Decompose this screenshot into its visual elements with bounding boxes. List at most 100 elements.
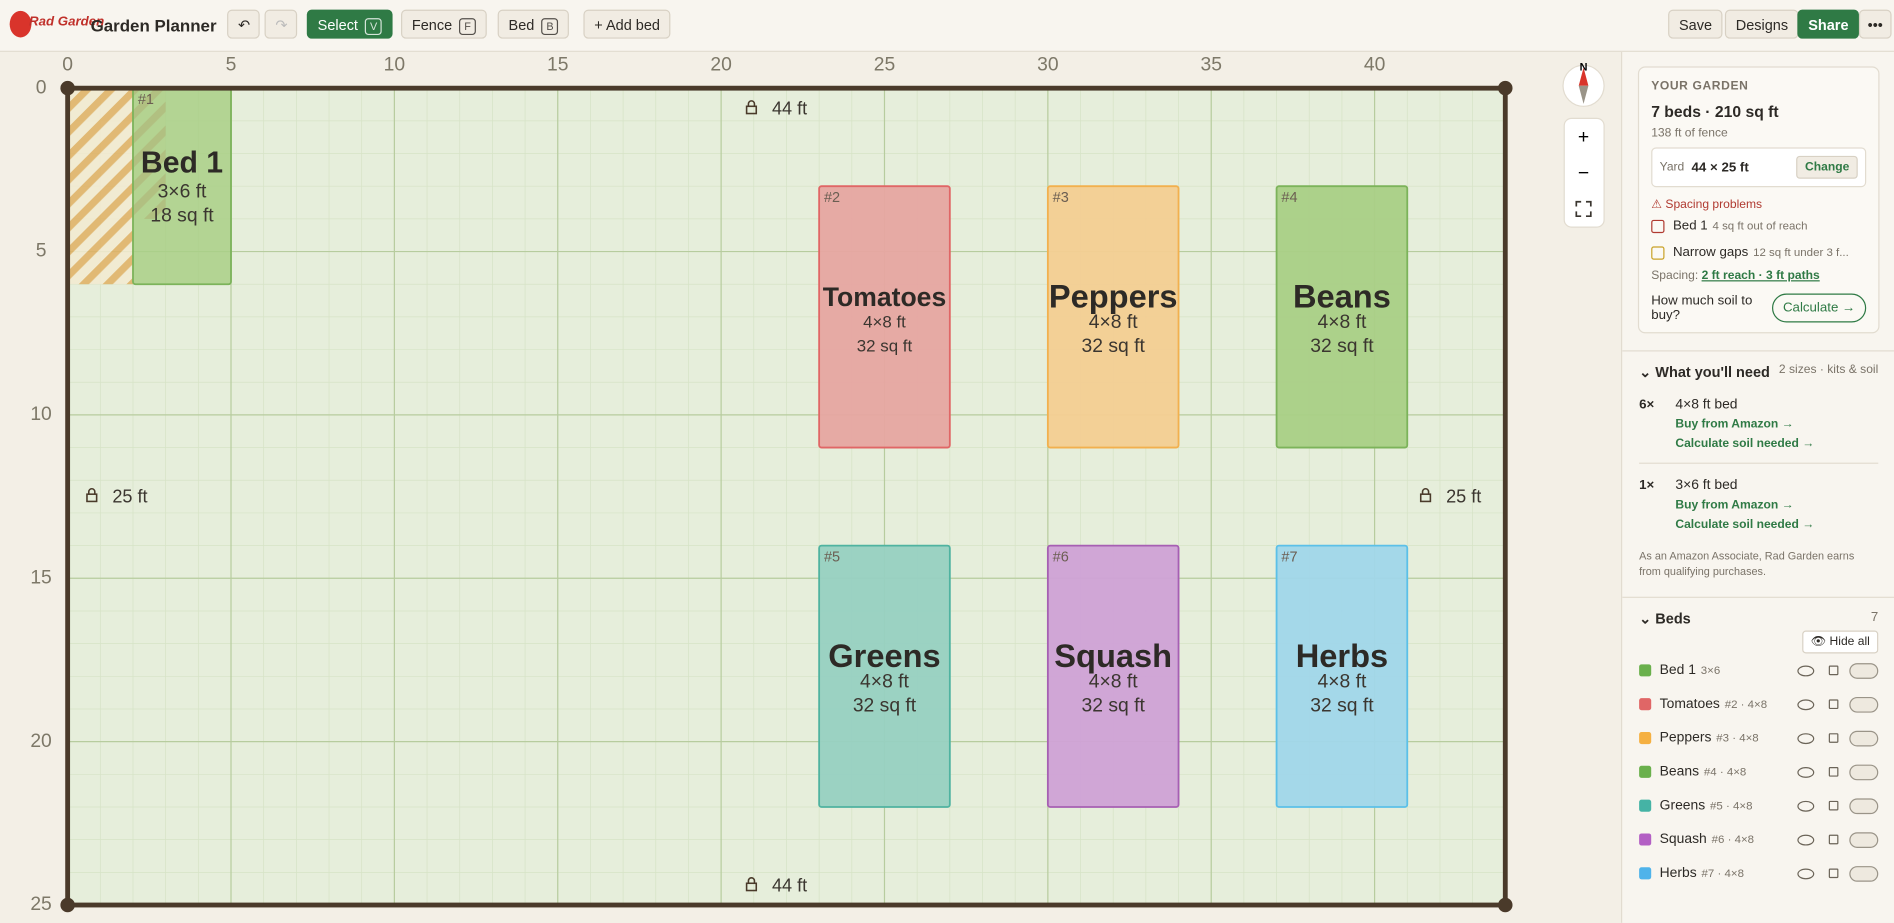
bed[interactable] (818, 544, 951, 808)
lock-icon (86, 493, 98, 503)
save[interactable]: Save (1668, 9, 1723, 39)
needs-header[interactable]: ⌄ What you'll need 2 sizes · kits & soil (1639, 364, 1878, 381)
soil-row: How much soil to buy? Calculate → (1651, 293, 1867, 323)
visibility-toggle[interactable] (1797, 766, 1815, 778)
undo[interactable]: ↶ (227, 9, 260, 39)
lock-icon (1419, 493, 1432, 503)
need-item: 1× 3×6 ft bed Buy from Amazon → Calculate s… (1639, 462, 1879, 539)
redo[interactable]: ↷ (264, 9, 298, 39)
disclaimer: As an Amazon Associate, Rad Garden earns… (1639, 549, 1855, 578)
tool-2[interactable]: Bed B (497, 9, 570, 39)
visibility-toggle[interactable] (1797, 800, 1815, 812)
bed-swatch (1639, 731, 1652, 745)
bed-row[interactable]: Tomatoes #2 · 4×8 (1639, 687, 1879, 721)
bed-row[interactable]: Squash #6 · 4×8 (1639, 823, 1879, 857)
visibility-toggle[interactable] (1797, 834, 1815, 845)
bed-row[interactable]: Bed 1 3×6 (1639, 653, 1879, 687)
lock-toggle[interactable] (1828, 699, 1839, 710)
calculate[interactable]: Calculate → (1772, 293, 1867, 323)
lock-toggle[interactable] (1828, 800, 1839, 811)
lock-toggle[interactable] (1828, 834, 1839, 845)
bed-row[interactable]: Peppers #3 · 4×8 (1639, 721, 1879, 755)
tool-key: V (365, 18, 383, 36)
bed-row[interactable]: Herbs #7 · 4×8 (1639, 856, 1879, 890)
visibility-toggle[interactable] (1797, 698, 1815, 710)
need-soil[interactable]: Calculate soil needed → (1675, 518, 1815, 532)
beds-header[interactable]: ⌄ Beds 7 (1639, 610, 1878, 627)
bed-swatch (1639, 833, 1652, 846)
bed-row-name: Bed 1 (1659, 663, 1696, 678)
dimension-label[interactable]: 44 ft (772, 99, 807, 119)
bed[interactable] (1046, 544, 1180, 808)
bed-number: #6 (1053, 550, 1069, 566)
need-buy[interactable]: Buy from Amazon → (1675, 498, 1794, 513)
bed-row[interactable]: Greens #5 · 4×8 (1639, 789, 1879, 823)
zoom-out[interactable]: − (1578, 163, 1589, 184)
y-tick-label: 5 (36, 241, 47, 262)
bed[interactable] (818, 185, 951, 449)
spacing-label: Spacing: (1651, 269, 1699, 283)
fence-post[interactable] (1498, 80, 1513, 96)
switch[interactable] (1849, 662, 1879, 679)
bed-number: #4 (1281, 190, 1297, 206)
lock-toggle[interactable] (1828, 767, 1839, 777)
bed-number: #7 (1281, 550, 1297, 566)
need-buy[interactable]: Buy from Amazon → (1675, 417, 1794, 432)
zoom-controls (1563, 117, 1605, 228)
problem[interactable]: Bed 1 4 sq ft out of reach (1651, 219, 1866, 233)
fence-post[interactable] (60, 897, 75, 913)
need-soil[interactable]: Calculate soil needed → (1675, 437, 1815, 451)
bed[interactable] (1275, 544, 1409, 808)
lock-toggle[interactable] (1828, 665, 1839, 676)
problem[interactable]: Narrow gaps 12 sq ft under 3 f... (1651, 245, 1866, 260)
visibility-toggle[interactable] (1797, 732, 1815, 744)
designs[interactable]: Designs (1724, 9, 1799, 39)
summary: 7 beds · 210 sq ft (1651, 102, 1779, 121)
bed[interactable] (1275, 185, 1409, 449)
bed-row-name: Beans (1659, 764, 1700, 780)
zoom-in[interactable]: + (1578, 127, 1589, 148)
lock-toggle[interactable] (1828, 868, 1839, 879)
switch[interactable] (1849, 696, 1879, 713)
fit-view[interactable] (1575, 200, 1592, 218)
logo[interactable]: Rad Garden (28, 14, 105, 29)
fence (65, 85, 1508, 908)
tool-0[interactable]: Select V (306, 9, 394, 39)
x-tick-label: 5 (226, 54, 237, 75)
fence: 138 ft of fence (1651, 126, 1728, 141)
visibility-toggle[interactable] (1797, 867, 1815, 879)
lock-icon (747, 877, 756, 884)
beds-title: ⌄ Beds (1639, 609, 1691, 627)
spacing-value[interactable]: 2 ft reach · 3 ft paths (1701, 269, 1820, 283)
canvas[interactable]: 0 5 10 15 20 25 30 35 40 0 5 10 15 20 25 #1 Bed 13×6 ft 1… (0, 52, 1621, 923)
visibility-toggle[interactable] (1797, 664, 1815, 676)
bed-row-name: Squash (1659, 832, 1707, 847)
x-tick-label: 10 (384, 54, 405, 75)
switch[interactable] (1849, 865, 1879, 882)
bed-name: Tomatoes (823, 282, 947, 312)
yard-value: 44 × 25 ft (1691, 160, 1749, 175)
switch[interactable] (1849, 730, 1879, 746)
bed-row-meta: #7 · 4×8 (1701, 866, 1744, 880)
fence-post[interactable] (1498, 897, 1513, 913)
bed[interactable] (1046, 185, 1180, 449)
tool-1[interactable]: Fence F (401, 9, 487, 39)
compass-label: N (1580, 62, 1588, 74)
switch[interactable] (1849, 831, 1879, 848)
dimension-label[interactable]: 44 ft (772, 876, 807, 896)
bed-row[interactable]: Beans #4 · 4×8 (1639, 755, 1879, 789)
bed-area: 32 sq ft (1082, 336, 1146, 357)
switch[interactable] (1849, 763, 1879, 780)
add-bed[interactable]: + Add bed (583, 9, 671, 39)
lock-icon (747, 100, 756, 107)
share[interactable]: Share (1797, 9, 1860, 39)
dimension-label[interactable]: 25 ft (112, 487, 147, 507)
dimension-label[interactable]: 25 ft (1446, 487, 1481, 507)
switch[interactable] (1849, 797, 1879, 814)
hide-all[interactable]: 👁 Hide all (1802, 630, 1879, 654)
more[interactable]: ••• (1858, 9, 1892, 39)
lock-toggle[interactable] (1828, 733, 1839, 743)
yard-label: Yard (1659, 160, 1685, 174)
fence-post[interactable] (60, 80, 75, 96)
change[interactable]: Change (1796, 155, 1858, 179)
